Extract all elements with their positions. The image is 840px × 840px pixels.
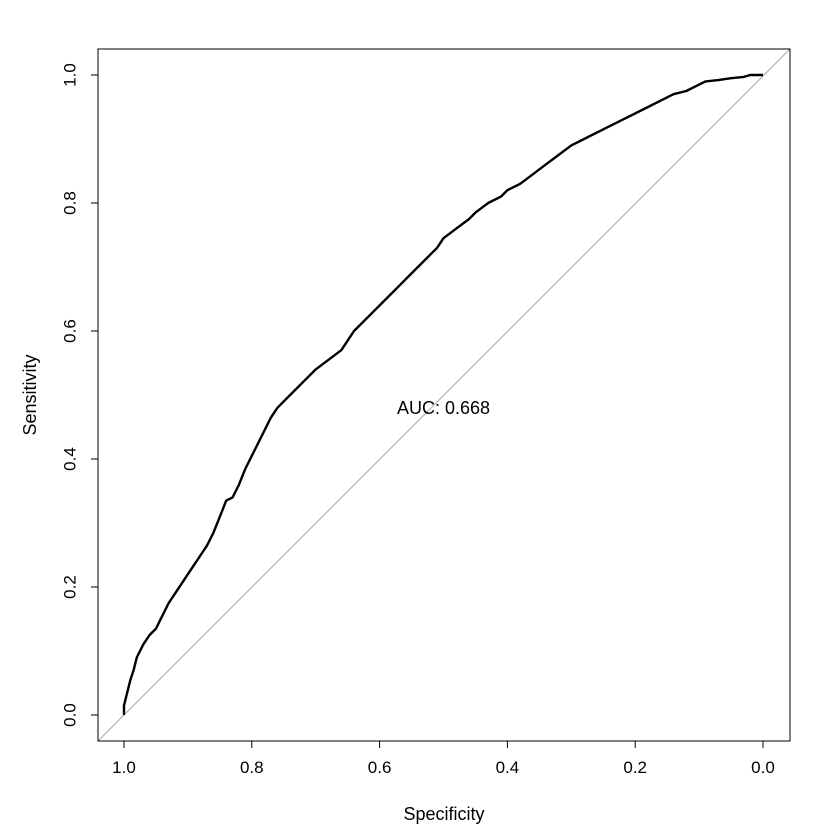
auc-annotation: AUC: 0.668 — [397, 398, 490, 418]
roc-curve-line — [122, 73, 763, 715]
y-tick-label: 0.2 — [61, 575, 80, 599]
y-tick-label: 0.8 — [61, 191, 80, 215]
x-tick-label: 0.8 — [240, 758, 264, 777]
y-axis-title: Sensitivity — [20, 354, 40, 435]
x-tick-label: 0.0 — [751, 758, 775, 777]
y-tick-label: 0.0 — [61, 703, 80, 727]
x-tick-label: 0.2 — [623, 758, 647, 777]
y-tick-label: 1.0 — [61, 63, 80, 87]
y-tick-label: 0.4 — [61, 447, 80, 471]
x-axis: 1.0 0.8 0.6 0.4 0.2 0.0 — [112, 740, 775, 777]
reference-diagonal-line — [97, 48, 791, 742]
x-tick-label: 1.0 — [112, 758, 136, 777]
y-axis: 0.0 0.2 0.4 0.6 0.8 1.0 — [61, 63, 99, 727]
x-axis-title: Specificity — [403, 804, 484, 824]
y-tick-label: 0.6 — [61, 319, 80, 343]
x-tick-label: 0.6 — [368, 758, 392, 777]
x-tick-label: 0.4 — [496, 758, 520, 777]
